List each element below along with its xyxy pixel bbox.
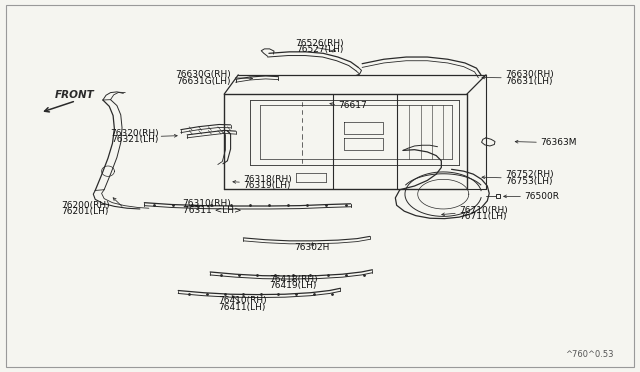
Text: 76410(RH): 76410(RH)	[218, 296, 266, 305]
Text: 76311 <LH>: 76311 <LH>	[182, 206, 241, 215]
Text: 76319(LH): 76319(LH)	[243, 181, 291, 190]
Text: 76320(RH): 76320(RH)	[111, 129, 159, 138]
Text: 76419(LH): 76419(LH)	[269, 281, 317, 290]
Text: 76321(LH): 76321(LH)	[112, 135, 159, 144]
Text: 76753(LH): 76753(LH)	[505, 177, 553, 186]
Text: 76630G(RH): 76630G(RH)	[175, 70, 230, 79]
Text: FRONT: FRONT	[55, 90, 95, 100]
Text: 76310(RH): 76310(RH)	[182, 199, 232, 208]
Text: 76527(LH): 76527(LH)	[296, 45, 344, 54]
Text: 76711(LH): 76711(LH)	[460, 212, 507, 221]
Text: 76710(RH): 76710(RH)	[460, 206, 508, 215]
Text: 76630(RH): 76630(RH)	[505, 70, 554, 79]
Text: 76200(RH): 76200(RH)	[61, 201, 110, 210]
Text: 76631G(LH): 76631G(LH)	[176, 77, 230, 86]
Text: 76752(RH): 76752(RH)	[505, 170, 554, 179]
Text: 76418(RH): 76418(RH)	[269, 275, 317, 284]
Text: 76617: 76617	[338, 101, 367, 110]
Text: ^760^0.53: ^760^0.53	[565, 350, 614, 359]
Text: 76411(LH): 76411(LH)	[218, 303, 266, 312]
Text: 76526(RH): 76526(RH)	[296, 39, 344, 48]
Text: 76201(LH): 76201(LH)	[61, 207, 109, 216]
Text: 76500R: 76500R	[524, 192, 559, 201]
Text: 76363M: 76363M	[540, 138, 577, 147]
Text: 76302H: 76302H	[294, 243, 330, 252]
Text: 76631(LH): 76631(LH)	[505, 77, 553, 86]
Text: 76318(RH): 76318(RH)	[243, 175, 292, 184]
